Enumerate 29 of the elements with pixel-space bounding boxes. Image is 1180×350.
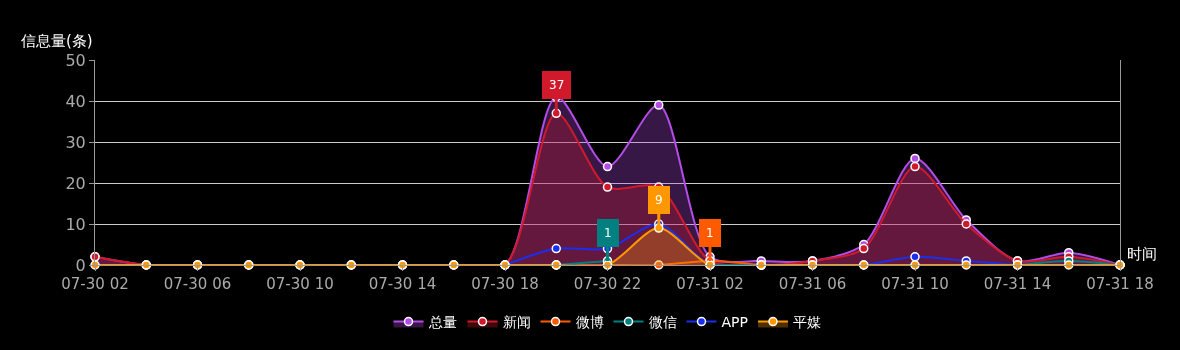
x-tick-label: 07-30 22 — [573, 275, 642, 293]
x-tick-label: 07-30 14 — [368, 275, 437, 293]
x-tick-label: 07-30 06 — [163, 275, 232, 293]
y-tick-label: 50 — [65, 50, 86, 70]
data-label: 37 — [549, 78, 565, 92]
y-tick-label: 10 — [65, 214, 86, 234]
x-tick-label: 07-31 18 — [1086, 275, 1154, 293]
x-tick-label: 07-31 06 — [778, 275, 847, 293]
data-label: 9 — [655, 193, 663, 207]
data-label: 1 — [706, 226, 714, 240]
x-tick-label: 07-31 02 — [676, 275, 744, 293]
x-axis-title: 时间 — [1127, 245, 1157, 263]
data-label: 1 — [604, 226, 612, 240]
legend-label: 总量 — [427, 314, 457, 331]
y-tick-label: 30 — [65, 132, 86, 152]
y-axis-title: 信息量(条) — [21, 32, 93, 50]
x-tick-label: 07-30 18 — [471, 275, 539, 293]
legend-label: APP — [721, 314, 748, 331]
legend-label: 微信 — [648, 314, 677, 331]
x-tick-label: 07-31 10 — [881, 275, 949, 293]
y-tick-label: 20 — [65, 173, 86, 193]
x-tick-label: 07-30 10 — [266, 275, 334, 293]
legend-label: 平媒 — [792, 314, 821, 331]
x-tick-label: 07-30 02 — [61, 275, 129, 293]
y-tick-label: 40 — [65, 91, 86, 111]
y-tick-label: 0 — [75, 255, 86, 275]
x-tick-label: 07-31 14 — [983, 275, 1052, 293]
legend-label: 新闻 — [502, 314, 531, 331]
legend-label: 微博 — [575, 314, 604, 331]
